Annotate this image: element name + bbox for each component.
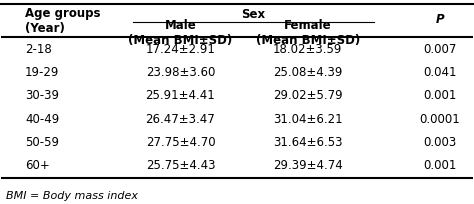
- Text: Sex: Sex: [241, 8, 265, 21]
- Text: 23.98±3.60: 23.98±3.60: [146, 66, 215, 79]
- Text: 17.24±2.91: 17.24±2.91: [146, 43, 215, 56]
- Text: BMI = Body mass index: BMI = Body mass index: [6, 190, 138, 200]
- Text: 25.75±4.43: 25.75±4.43: [146, 159, 215, 171]
- Text: 29.39±4.74: 29.39±4.74: [273, 159, 343, 171]
- Text: 0.007: 0.007: [423, 43, 456, 56]
- Text: 50-59: 50-59: [25, 135, 59, 148]
- Text: 0.003: 0.003: [423, 135, 456, 148]
- Text: 31.04±6.21: 31.04±6.21: [273, 112, 343, 125]
- Text: 0.001: 0.001: [423, 159, 456, 171]
- Text: 27.75±4.70: 27.75±4.70: [146, 135, 215, 148]
- Text: 30-39: 30-39: [25, 89, 59, 102]
- Text: 29.02±5.79: 29.02±5.79: [273, 89, 343, 102]
- Text: 19-29: 19-29: [25, 66, 59, 79]
- Text: Male
(Mean BMI±SD): Male (Mean BMI±SD): [128, 19, 233, 47]
- Text: 25.91±4.41: 25.91±4.41: [146, 89, 215, 102]
- Text: 2-18: 2-18: [25, 43, 52, 56]
- Text: 40-49: 40-49: [25, 112, 59, 125]
- Text: 25.08±4.39: 25.08±4.39: [273, 66, 342, 79]
- Text: P: P: [435, 13, 444, 26]
- Text: Age groups
(Year): Age groups (Year): [25, 7, 100, 34]
- Text: 31.64±6.53: 31.64±6.53: [273, 135, 342, 148]
- Text: 26.47±3.47: 26.47±3.47: [146, 112, 215, 125]
- Text: 0.041: 0.041: [423, 66, 456, 79]
- Text: 0.001: 0.001: [423, 89, 456, 102]
- Text: 18.02±3.59: 18.02±3.59: [273, 43, 342, 56]
- Text: 0.0001: 0.0001: [419, 112, 460, 125]
- Text: 60+: 60+: [25, 159, 50, 171]
- Text: Female
(Mean BMI±SD): Female (Mean BMI±SD): [255, 19, 360, 47]
